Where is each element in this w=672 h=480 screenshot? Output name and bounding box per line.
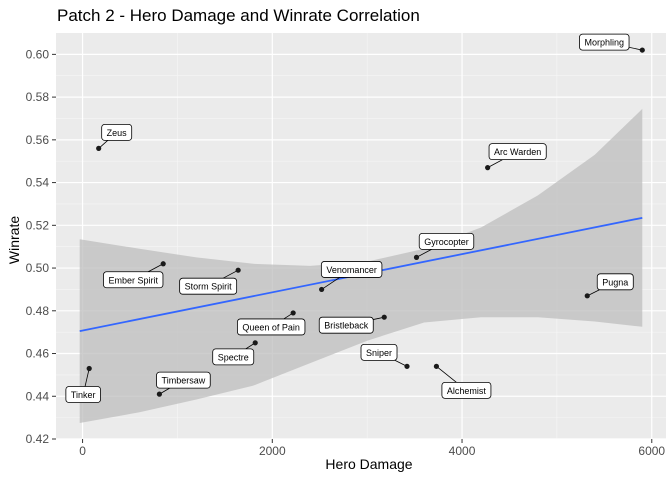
y-tick-label: 0.60 [26, 47, 50, 61]
point-label-box [596, 273, 634, 291]
data-point [96, 145, 102, 151]
data-point [381, 314, 387, 320]
x-tick-label: 0 [79, 444, 86, 458]
point-label-text: Queen of Pain [242, 322, 300, 332]
data-point [319, 286, 325, 293]
data-point [485, 165, 491, 171]
data-point [252, 340, 258, 346]
data-point [160, 261, 166, 267]
y-tick-label: 0.56 [26, 133, 50, 147]
point-label-text: Gyrocopter [424, 237, 469, 247]
data-point [156, 391, 163, 397]
y-tick-label: 0.42 [26, 432, 50, 446]
y-tick-label: 0.50 [26, 261, 50, 275]
point-label-box [101, 123, 133, 141]
plot-panel: Morphling Zeus Arc Warden Gyrocopter Ember S… [56, 33, 666, 440]
y-tick-label: 0.46 [26, 347, 50, 361]
y-tick-label: 0.44 [26, 389, 50, 403]
point-label-text: Spectre [218, 352, 249, 362]
y-tick-label: 0.54 [26, 176, 50, 190]
point-label-box [65, 386, 101, 403]
point-label-box [320, 261, 383, 278]
point-label: Alchemist [441, 381, 492, 399]
x-tick-label: 2000 [259, 444, 286, 458]
point-label: Tinker [65, 386, 101, 403]
point-label-box [441, 381, 492, 399]
point-label-text: Zeus [107, 128, 128, 138]
point-label-text: Alchemist [447, 386, 487, 396]
x-axis-label: Hero Damage [325, 456, 413, 472]
point-label-box [236, 318, 306, 336]
point-label: Storm Spirit [179, 277, 238, 295]
point-label: Timbersaw [156, 371, 211, 389]
y-tick-label: 0.48 [26, 304, 50, 318]
point-label-text: Ember Spirit [108, 275, 158, 285]
point-label-text: Sniper [366, 348, 392, 358]
point-label: Ember Spirit [103, 271, 164, 289]
data-point [433, 363, 440, 369]
point-label-box [318, 316, 374, 334]
point-label-box [360, 343, 398, 361]
point-label: Queen of Pain [236, 318, 306, 336]
data-point [584, 293, 590, 299]
data-point [639, 47, 645, 53]
data-point [235, 267, 241, 273]
point-label: Morphling [579, 33, 630, 51]
point-label-box [418, 232, 475, 250]
y-tick-label: 0.52 [26, 218, 50, 232]
point-label-text: Tinker [71, 390, 96, 400]
point-label-text: Timbersaw [162, 376, 206, 386]
point-label: Gyrocopter [418, 232, 475, 250]
point-label: Arc Warden [488, 143, 547, 161]
data-point [413, 254, 420, 260]
chart-title: Patch 2 - Hero Damage and Winrate Correl… [57, 6, 420, 25]
point-label: Pugna [596, 273, 634, 291]
point-label-text: Morphling [585, 38, 625, 48]
y-axis-label: Winrate [6, 215, 23, 265]
point-label-text: Arc Warden [494, 147, 541, 157]
point-label-box [156, 371, 211, 389]
point-label-text: Storm Spirit [185, 282, 233, 292]
point-label-box [179, 277, 238, 295]
point-label-box [579, 33, 630, 51]
y-tick-label: 0.58 [26, 90, 50, 104]
point-label-text: Bristleback [324, 321, 369, 331]
point-label-text: Pugna [602, 277, 628, 287]
point-label-box [212, 348, 255, 366]
point-label-text: Venomancer [326, 265, 377, 275]
point-label-box [488, 143, 547, 161]
point-label: Zeus [101, 123, 133, 141]
data-point [290, 310, 296, 316]
x-tick-label: 4000 [449, 444, 476, 458]
point-label: Spectre [212, 348, 255, 366]
point-label-box [103, 271, 164, 289]
x-tick-label: 6000 [638, 444, 665, 458]
data-point [404, 363, 410, 369]
point-label: Venomancer [320, 261, 383, 278]
data-point [86, 365, 92, 372]
point-label: Sniper [360, 343, 398, 361]
point-label: Bristleback [318, 316, 374, 334]
